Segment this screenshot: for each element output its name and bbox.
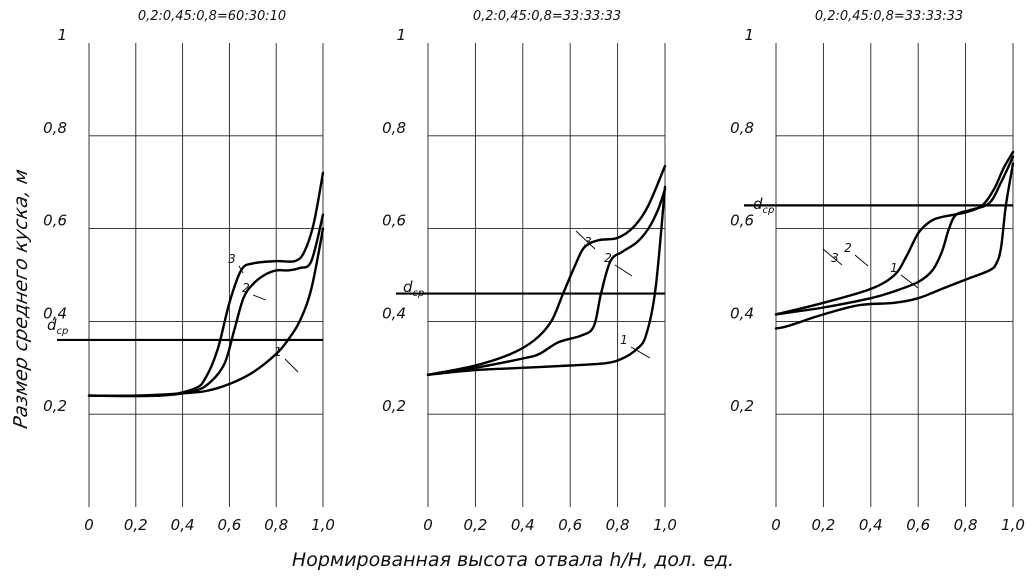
series-line-2 [89,215,323,396]
series-line-2 [776,157,1013,315]
curve-label-1: 1 [274,345,282,359]
curve-label-leader [285,359,298,372]
series-line-3 [428,166,665,375]
curve-label-2: 2 [844,241,852,255]
chart-panel-1: 0,2:0,45:0,8=60:30:10 0 0,2 0,4 0,6 0,8 1,0 0,2… [43,9,335,534]
chart-panel-2: 0,2:0,45:0,8=33:33:33 0 0,2 0,4 0,6 0,8 1,0 0,2… [382,9,677,534]
x-tick-label: 0,6 [217,516,241,534]
series-line-1 [776,164,1013,329]
reference-line-label: dср [403,278,424,299]
y-tick-label: 0,6 [730,212,754,230]
x-tick-label: 1,0 [311,516,335,534]
y-tick-label: 0,8 [43,119,67,137]
series-line-1 [89,229,323,396]
x-tick-label: 0 [771,516,781,534]
series-line-3 [89,173,323,396]
y-axis-title: Размер среднего куска, м [9,167,32,430]
reference-line-label: dср [753,195,774,216]
curve-label-2: 2 [242,281,250,295]
y-tick-label: 0,6 [43,212,67,230]
series-line-2 [428,189,665,375]
curve-label-3: 3 [228,252,236,266]
y-tick-label: 0,2 [730,397,754,415]
curve-label-1: 1 [620,333,628,347]
curve-label-3: 3 [584,235,592,249]
chart-title: 0,2:0,45:0,8=33:33:33 [473,9,621,24]
curve-label-leader [253,295,266,300]
chart-panel-3: 0,2:0,45:0,8=33:33:33 0 0,2 0,4 0,6 0,8 1,0 0,2… [730,9,1025,534]
curve-label-leader [855,255,868,266]
reference-line-label-subscript: ср [57,326,69,337]
x-tick-label: 1,0 [653,516,677,534]
reference-line-label-subscript: ср [413,288,425,299]
reference-line-label-subscript: ср [763,205,775,216]
x-tick-label: 0,4 [859,516,883,534]
curve-label-1: 1 [890,261,898,275]
x-tick-label: 1,0 [1001,516,1025,534]
x-tick-label: 0 [84,516,94,534]
x-tick-label: 0,2 [463,516,487,534]
curve-label-3: 3 [831,251,839,265]
x-tick-label: 0,8 [606,516,630,534]
x-tick-label: 0,6 [906,516,930,534]
y-tick-label: 0,8 [382,119,406,137]
x-tick-label: 0,4 [171,516,195,534]
y-tick-label: 0,2 [43,397,67,415]
chart-title: 0,2:0,45:0,8=33:33:33 [815,9,963,24]
series-line-1 [428,187,665,375]
y-tick-label: 1 [396,26,406,44]
x-tick-label: 0,8 [264,516,288,534]
x-tick-label: 0,4 [511,516,535,534]
x-tick-label: 0,6 [558,516,582,534]
chart-title: 0,2:0,45:0,8=60:30:10 [138,9,286,24]
y-tick-label: 1 [57,26,67,44]
y-tick-label: 0,2 [382,397,406,415]
x-tick-label: 0 [423,516,433,534]
x-tick-label: 0,8 [954,516,978,534]
curve-label-2: 2 [604,251,612,265]
y-tick-label: 0,4 [382,304,406,322]
y-tick-label: 0,6 [382,212,406,230]
x-axis-title: Нормированная высота отвала h/H, дол. ед… [292,549,734,571]
y-tick-label: 1 [744,26,754,44]
x-tick-label: 0,2 [124,516,148,534]
x-tick-label: 0,2 [811,516,835,534]
y-tick-label: 0,4 [730,304,754,322]
chart-panels: 0,2:0,45:0,8=60:30:100 0,2 0,4 0,6 0,8 1,00,2… [43,9,1025,534]
y-tick-label: 0,8 [730,119,754,137]
